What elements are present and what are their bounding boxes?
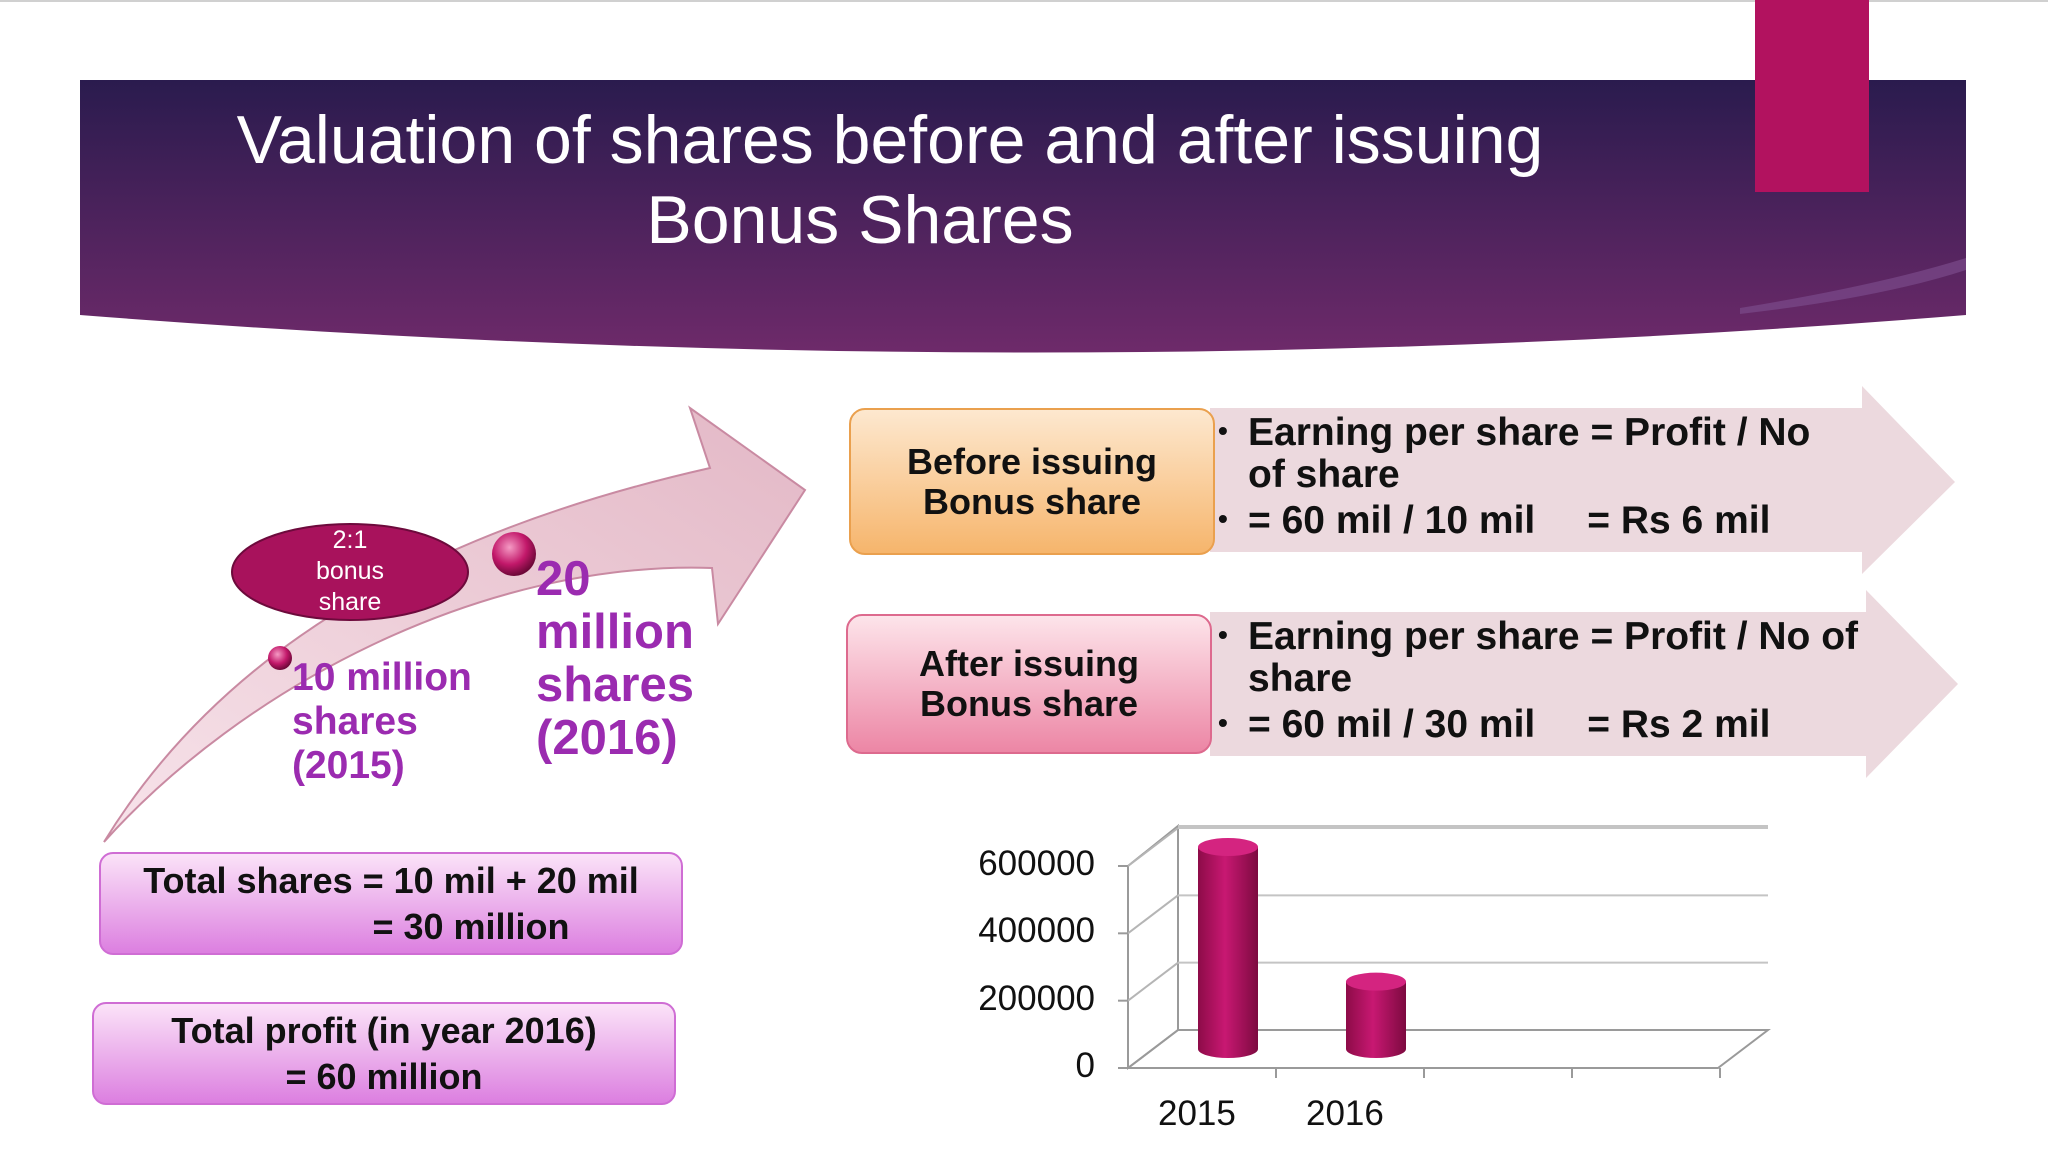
accent-tab [1755, 0, 1869, 192]
bullet-dot: • [1218, 415, 1228, 446]
total-profit-line-2: = 60 million [285, 1055, 483, 1097]
header-accent-strip [1740, 258, 1966, 314]
y-tick-label: 400000 [978, 911, 1095, 951]
first-line-1: 10 million [292, 656, 472, 699]
bullet-dot: • [1218, 707, 1228, 738]
title-line-2: Bonus Shares [646, 182, 1074, 258]
before-label-1: Before issuing [906, 440, 1158, 482]
sphere-2015 [268, 646, 292, 670]
y-tick-label: 200000 [978, 978, 1095, 1018]
y-tick-label: 600000 [978, 844, 1095, 883]
ratio-label-2: bonus [315, 557, 385, 585]
after-label-2: Bonus share [919, 683, 1139, 724]
before-bullet-1-line-1: Earning per share = Profit / No [1248, 411, 1811, 454]
total-shares-line-1: Total shares = 10 mil + 20 mil [143, 859, 639, 901]
total-shares-box: Total shares = 10 mil + 20 mil = 30 mill… [99, 852, 683, 955]
bullet-dot: • [1218, 503, 1228, 534]
before-block-arrow [1210, 386, 1955, 574]
y-tick-label: 0 [1075, 1046, 1095, 1085]
before-calc: = 60 mil / 10 mil [1248, 499, 1536, 542]
after-result: = Rs 2 mil [1587, 703, 1771, 746]
gridline-diagonal [1127, 961, 1179, 1002]
before-bullets: • Earning per share = Profit / No of sha… [1218, 412, 1810, 542]
x-tick-label: 2015 [1158, 1094, 1236, 1133]
second-shares-label: 20 million shares (2016) [536, 553, 694, 765]
bar-chart [1118, 823, 1771, 1078]
before-result: = Rs 6 mil [1587, 499, 1771, 542]
after-bullet-1-line-1: Earning per share = Profit / No of [1248, 615, 1859, 658]
second-line-4: (2016) [536, 711, 678, 765]
ratio-ellipse [231, 523, 469, 621]
bar-cap-2016 [1346, 972, 1406, 991]
total-shares-line-2: = 30 million [372, 905, 570, 947]
before-bullet-1: • Earning per share = Profit / No of sha… [1218, 412, 1810, 496]
second-line-2: million [536, 605, 694, 659]
slide-title: Valuation of shares before and after iss… [130, 100, 1650, 260]
bullet-dot: • [1218, 619, 1228, 650]
first-line-3: (2015) [292, 744, 405, 787]
title-line-1: Valuation of shares before and after iss… [236, 102, 1544, 178]
after-block-arrow [1210, 590, 1958, 778]
before-label-2: Bonus share [922, 480, 1142, 522]
after-bullet-1: • Earning per share = Profit / No of sha… [1218, 616, 1858, 700]
second-line-1: 20 [536, 552, 591, 606]
after-bullets: • Earning per share = Profit / No of sha… [1218, 616, 1858, 746]
x-tick-label: 2016 [1306, 1094, 1384, 1133]
total-profit-line-1: Total profit (in year 2016) [171, 1009, 597, 1051]
gridline-diagonal [1127, 827, 1179, 867]
header-band [80, 80, 1966, 353]
chart-side-wall [1127, 823, 1179, 1071]
bar-cap-2015 [1198, 838, 1258, 856]
after-bullet-2: • = 60 mil / 30 mil = Rs 2 mil [1218, 704, 1858, 746]
sphere-2016 [492, 532, 536, 576]
before-bullet-1-line-2: of share [1248, 453, 1400, 496]
bar-2015 [1198, 847, 1258, 1058]
ratio-label: 2:1 bonus share [232, 525, 468, 620]
before-box: Before issuing Bonus share [849, 408, 1215, 555]
first-line-2: shares [292, 700, 418, 743]
second-line-3: shares [536, 658, 695, 712]
chart-floor [1125, 1029, 1771, 1069]
after-box: After issuing Bonus share [846, 614, 1212, 754]
before-bullet-2: • = 60 mil / 10 mil = Rs 6 mil [1218, 500, 1810, 542]
after-label-1: After issuing [918, 643, 1140, 684]
after-bullet-1-line-2: share [1248, 657, 1353, 700]
ratio-label-3: share [318, 588, 382, 616]
first-shares-label: 10 million shares (2015) [292, 656, 472, 788]
top-border [0, 0, 2048, 2]
after-calc: = 60 mil / 30 mil [1248, 703, 1536, 746]
ratio-label-1: 2:1 [332, 526, 368, 554]
bar-2016 [1346, 981, 1406, 1058]
gridline-diagonal [1127, 894, 1179, 935]
total-profit-box: Total profit (in year 2016) = 60 million [92, 1002, 676, 1105]
